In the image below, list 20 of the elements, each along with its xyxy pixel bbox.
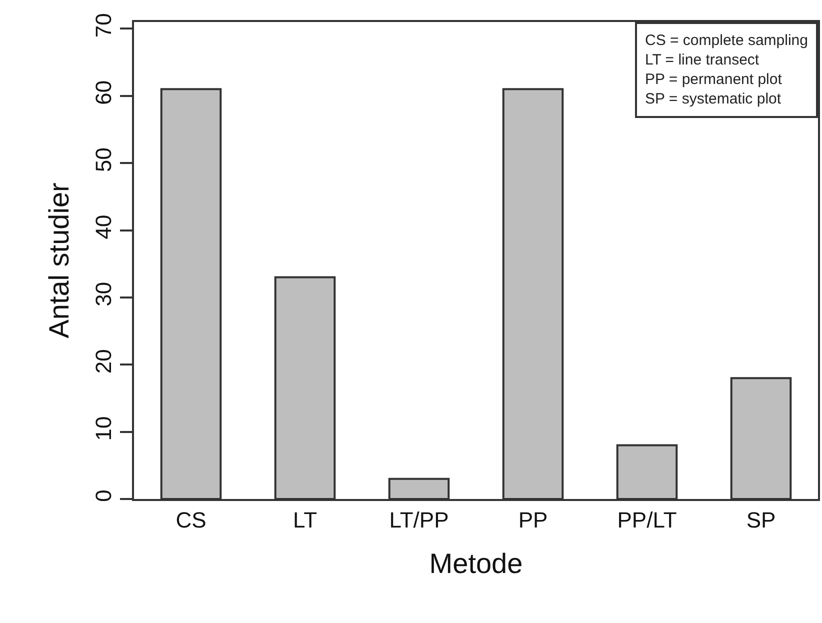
y-tick-label: 10 [91, 416, 116, 441]
x-tick-label: SP [746, 507, 776, 532]
x-tick-label: PP [518, 507, 548, 532]
x-tick-label: LT [292, 507, 318, 532]
y-tick-label: 20 [91, 349, 116, 374]
x-axis-title: Metode [429, 548, 523, 579]
y-axis-title: Antal studier [43, 182, 74, 338]
y-tick-label: 70 [91, 13, 116, 38]
y-tick-label: 60 [91, 80, 116, 105]
annotation: CS = complete sampling [645, 32, 808, 49]
annotation: SP = systematic plot [645, 90, 782, 108]
x-tick-label: PP/LT [617, 507, 677, 532]
x-tick-label: LT/PP [389, 507, 449, 532]
annotation: PP = permanent plot [645, 71, 783, 88]
x-tick-label: CS [176, 507, 206, 532]
annotation: LT = line transect [645, 52, 760, 68]
y-tick-label: 40 [91, 214, 116, 240]
y-tick-label: 50 [91, 148, 116, 172]
y-tick-label: 30 [91, 282, 116, 306]
y-tick-label: 0 [91, 490, 116, 502]
